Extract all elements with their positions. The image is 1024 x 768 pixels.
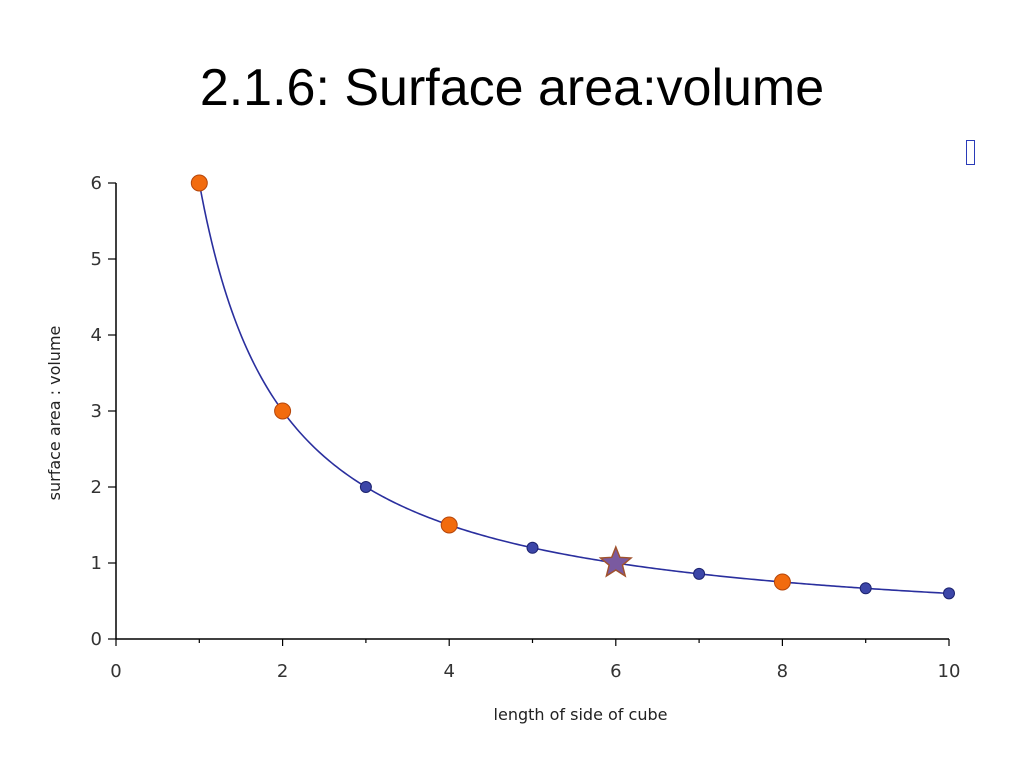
corner-mark-icon: [966, 140, 975, 165]
data-point-orange: [274, 402, 292, 420]
data-curve-group: [198, 182, 950, 595]
y-tick-label: 4: [91, 325, 102, 346]
y-tick-label: 1: [91, 553, 102, 574]
tick-labels-group: 0 2 4 6 8 10 0 1 2 3 4 5 6: [91, 173, 961, 682]
x-axis-label: length of side of cube: [494, 705, 668, 724]
data-point-blue: [526, 541, 539, 554]
chart-axes: [108, 182, 950, 646]
data-point-orange: [773, 573, 791, 591]
x-tick-label: 6: [610, 661, 621, 682]
x-tick-label: 10: [938, 661, 961, 682]
y-tick-label: 5: [91, 249, 102, 270]
data-point-orange: [190, 174, 208, 192]
slide-title: 2.1.6: Surface area:volume: [199, 59, 825, 117]
data-point-blue: [693, 567, 706, 580]
data-point-blue: [359, 481, 372, 493]
data-point-blue: [859, 582, 872, 595]
y-axis-label: surface area : volume: [45, 326, 64, 501]
series-line: [198, 182, 950, 595]
y-tick-label: 2: [91, 477, 102, 498]
x-tick-label: 0: [110, 661, 121, 682]
x-tick-label: 8: [777, 661, 788, 682]
x-tick-label: 4: [443, 661, 454, 682]
data-point-blue: [943, 587, 955, 600]
y-tick-label: 3: [91, 401, 102, 422]
y-tick-label: 0: [91, 629, 102, 650]
data-point-star: [598, 544, 633, 578]
data-point-orange: [440, 516, 458, 534]
y-tick-label: 6: [91, 173, 102, 194]
data-points-group: [190, 174, 955, 600]
x-tick-label: 2: [277, 661, 288, 682]
